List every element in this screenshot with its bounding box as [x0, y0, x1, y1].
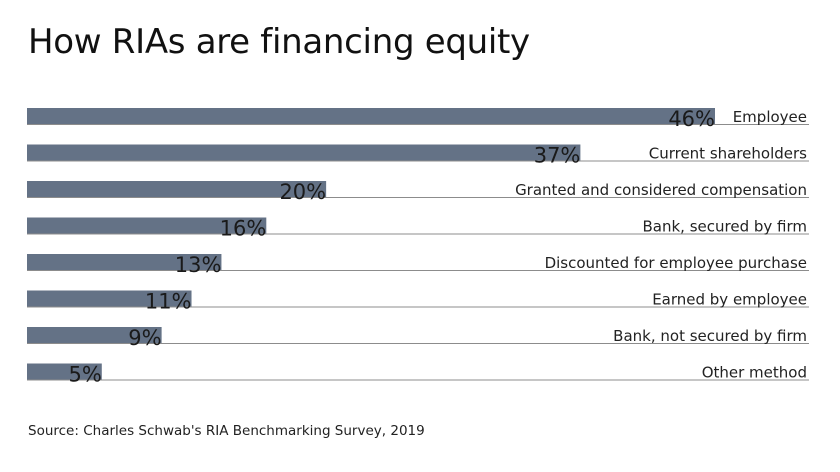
source-note: Source: Charles Schwab's RIA Benchmarkin…: [28, 423, 425, 439]
bar: [27, 363, 102, 380]
bar-row: 37% Current shareholders: [27, 144, 809, 168]
bar: [27, 327, 162, 343]
category-label: Other method: [702, 364, 807, 382]
bar-chart: 46% Employee 37% Current shareholders 20% Gra…: [27, 107, 809, 387]
bar: [27, 217, 267, 234]
bar-row: 16% Bank, secured by firm: [27, 217, 809, 241]
bar-row: 46% Employee: [27, 107, 809, 131]
bar-row: 5% Other method: [27, 363, 809, 387]
bar-row: 20% Granted and considered compensation: [27, 180, 809, 204]
value-label: 13%: [175, 253, 222, 277]
category-label: Earned by employee: [652, 291, 807, 309]
bar: [27, 108, 715, 124]
category-label: Bank, secured by firm: [643, 218, 808, 236]
bar: [27, 290, 192, 307]
category-label: Discounted for employee purchase: [545, 254, 807, 272]
value-label: 46%: [668, 107, 715, 131]
bar: [27, 181, 327, 197]
value-label: 37%: [534, 144, 581, 168]
bar-row: 9% Bank, not secured by firm: [27, 326, 809, 350]
value-label: 11%: [145, 290, 192, 314]
bar: [27, 144, 581, 161]
category-label: Current shareholders: [649, 145, 807, 163]
value-label: 5%: [68, 363, 101, 387]
value-label: 20%: [279, 180, 326, 204]
bar-row: 11% Earned by employee: [27, 290, 809, 314]
value-label: 9%: [128, 326, 161, 350]
chart-title: How RIAs are financing equity: [28, 22, 530, 62]
bar: [27, 254, 222, 270]
category-label: Employee: [733, 108, 807, 126]
bar-row: 13% Discounted for employee purchase: [27, 253, 809, 277]
category-label: Bank, not secured by firm: [613, 327, 807, 345]
category-label: Granted and considered compensation: [515, 181, 807, 199]
value-label: 16%: [220, 217, 267, 241]
